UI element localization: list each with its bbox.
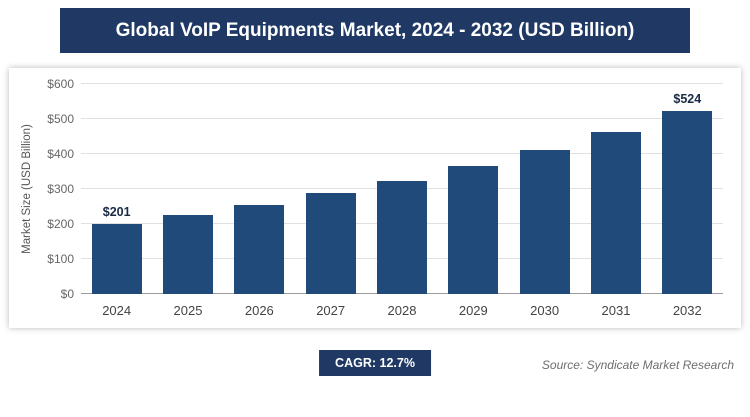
bar <box>662 110 713 294</box>
bar <box>519 149 570 294</box>
bar-group: $524 <box>652 84 723 294</box>
x-axis-labels: 2024 2025 2026 2027 2028 2029 2030 2031 2032 <box>81 294 723 318</box>
x-tick-label: 2029 <box>458 303 488 318</box>
bar <box>591 131 641 294</box>
x-tick-label: 2028 <box>387 303 417 318</box>
plot-wrap: $201 $524 2024 2025 2026 2027 2028 2029 2030 203… <box>81 83 723 318</box>
page: Global VoIP Equipments Market, 2024 - 20… <box>0 8 750 417</box>
chart-card: Market Size (USD Billion) $0 $100 $200 $300… <box>9 68 741 328</box>
x-tick-label: 2025 <box>173 303 203 318</box>
chart: Market Size (USD Billion) $0 $100 $200 $300… <box>17 77 723 318</box>
bar-group <box>509 84 580 294</box>
bar-group <box>224 84 295 294</box>
bar-group <box>366 84 437 294</box>
y-axis-title-wrap: Market Size (USD Billion) <box>17 84 37 294</box>
bar <box>377 180 427 294</box>
bar-value-label: $201 <box>102 204 131 219</box>
y-tick-label: $200 <box>47 217 74 232</box>
source-text: Source: Syndicate Market Research <box>541 358 734 372</box>
bars-row: $201 $524 <box>81 84 723 294</box>
bar <box>234 204 285 294</box>
y-axis-title: Market Size (USD Billion) <box>21 124 33 254</box>
bar <box>163 214 213 294</box>
x-tick-label: 2026 <box>244 303 274 318</box>
bar-group: $201 <box>81 84 152 294</box>
bar-group <box>152 84 223 294</box>
x-tick-label: 2027 <box>316 303 346 318</box>
gridline <box>81 118 723 119</box>
bar <box>91 223 142 294</box>
y-tick-label: $600 <box>47 77 74 91</box>
y-tick-label: $300 <box>47 182 74 196</box>
bar-group <box>295 84 366 294</box>
bar-value-label: $524 <box>673 91 702 106</box>
footer: CAGR: 12.7% Source: Syndicate Market Res… <box>0 342 750 392</box>
x-tick-label: 2030 <box>530 303 560 318</box>
bar-group <box>580 84 651 294</box>
y-axis-ticks: $0 $100 $200 $300 $400 $500 $600 <box>37 77 81 301</box>
chart-title: Global VoIP Equipments Market, 2024 - 20… <box>115 19 635 41</box>
x-tick-label: 2032 <box>672 303 702 318</box>
gridline <box>81 83 723 84</box>
bar <box>305 193 356 294</box>
chart-title-banner: Global VoIP Equipments Market, 2024 - 20… <box>60 8 690 53</box>
bar <box>448 166 499 294</box>
plot-area: $201 $524 <box>81 83 723 294</box>
y-tick-label: $400 <box>47 147 74 162</box>
gridline <box>81 153 723 155</box>
bar-group <box>438 84 509 294</box>
y-tick-label: $100 <box>47 252 74 267</box>
cagr-badge: CAGR: 12.7% <box>319 350 431 376</box>
y-tick-label: $500 <box>47 112 74 126</box>
x-tick-label: 2031 <box>601 303 631 318</box>
y-tick-label: $0 <box>60 287 74 301</box>
x-tick-label: 2024 <box>102 303 132 318</box>
